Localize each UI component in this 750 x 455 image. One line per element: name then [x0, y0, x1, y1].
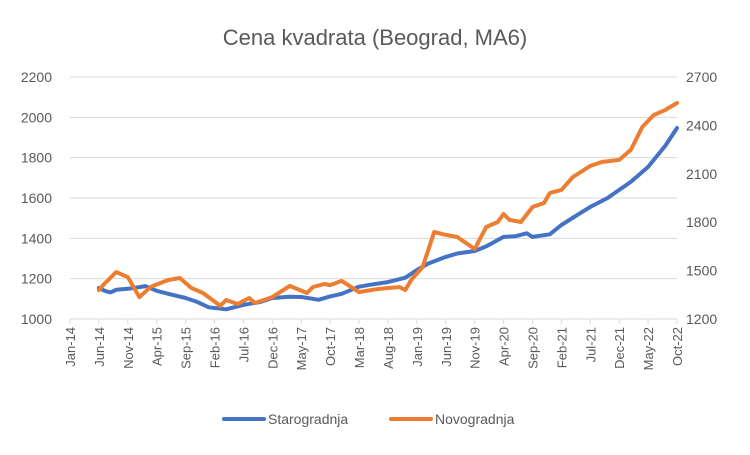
left-y-axis: 1000 1200 1400 1600 1800 2000 2200	[21, 69, 52, 327]
x-tick-label: May-22	[641, 327, 656, 370]
x-tick-label: Aug-18	[381, 327, 396, 369]
y-left-tick-label: 1400	[21, 230, 52, 246]
x-tick-label: Nov-14	[121, 327, 136, 369]
y-right-tick-label: 2100	[686, 166, 717, 182]
y-left-tick-label: 1000	[21, 311, 52, 327]
y-left-tick-label: 2200	[21, 69, 52, 85]
gridlines	[70, 76, 677, 280]
x-tick-label: Jul-16	[236, 327, 251, 362]
y-right-tick-label: 1200	[686, 311, 717, 327]
y-left-tick-label: 1800	[21, 150, 52, 166]
x-tick-label: Dec-21	[612, 327, 627, 369]
x-tick-label: Jun-14	[92, 327, 107, 367]
legend-label-novogradnja: Novogradnja	[435, 411, 515, 427]
x-tick-label: Sep-20	[525, 327, 540, 369]
y-left-tick-label: 2000	[21, 109, 52, 125]
x-tick-label: Feb-16	[208, 327, 223, 368]
x-tick-label: Sep-15	[179, 327, 194, 369]
y-right-tick-label: 2700	[686, 69, 717, 85]
y-right-tick-label: 2400	[686, 117, 717, 133]
chart-title: Cena kvadrata (Beograd, MA6)	[223, 25, 528, 50]
y-right-tick-label: 1800	[686, 214, 717, 230]
x-tick-label: Apr-20	[497, 327, 512, 366]
legend-label-starogradnja: Starogradnja	[268, 411, 348, 427]
x-tick-label: Mar-18	[352, 327, 367, 368]
series-line-starogradnja	[96, 126, 679, 312]
x-tick-label: Dec-16	[265, 327, 280, 369]
x-tick-label: May-17	[294, 327, 309, 370]
x-tick-label: Apr-15	[150, 327, 165, 366]
x-tick-label: Oct-22	[670, 327, 685, 366]
x-tick-label: Jul-21	[583, 327, 598, 362]
x-tick-label: Nov-19	[468, 327, 483, 369]
right-y-axis: 1200 1500 1800 2100 2400 2700	[686, 69, 717, 327]
x-axis: Jan-14 Jun-14 Nov-14 Apr-15 Sep-15 Feb-16 Jul-…	[63, 318, 685, 370]
x-tick-label: Jun-19	[439, 327, 454, 367]
x-tick-label: Jan-19	[410, 327, 425, 367]
y-left-tick-label: 1200	[21, 271, 52, 287]
y-left-tick-label: 1600	[21, 190, 52, 206]
series-line-novogradnja	[96, 101, 679, 308]
legend: Starogradnja Novogradnja	[222, 411, 515, 427]
x-tick-label: Oct-17	[323, 327, 338, 366]
x-tick-label: Jan-14	[63, 327, 78, 367]
y-right-tick-label: 1500	[686, 263, 717, 279]
series-lines	[96, 101, 679, 312]
x-tick-label: Feb-21	[554, 327, 569, 368]
